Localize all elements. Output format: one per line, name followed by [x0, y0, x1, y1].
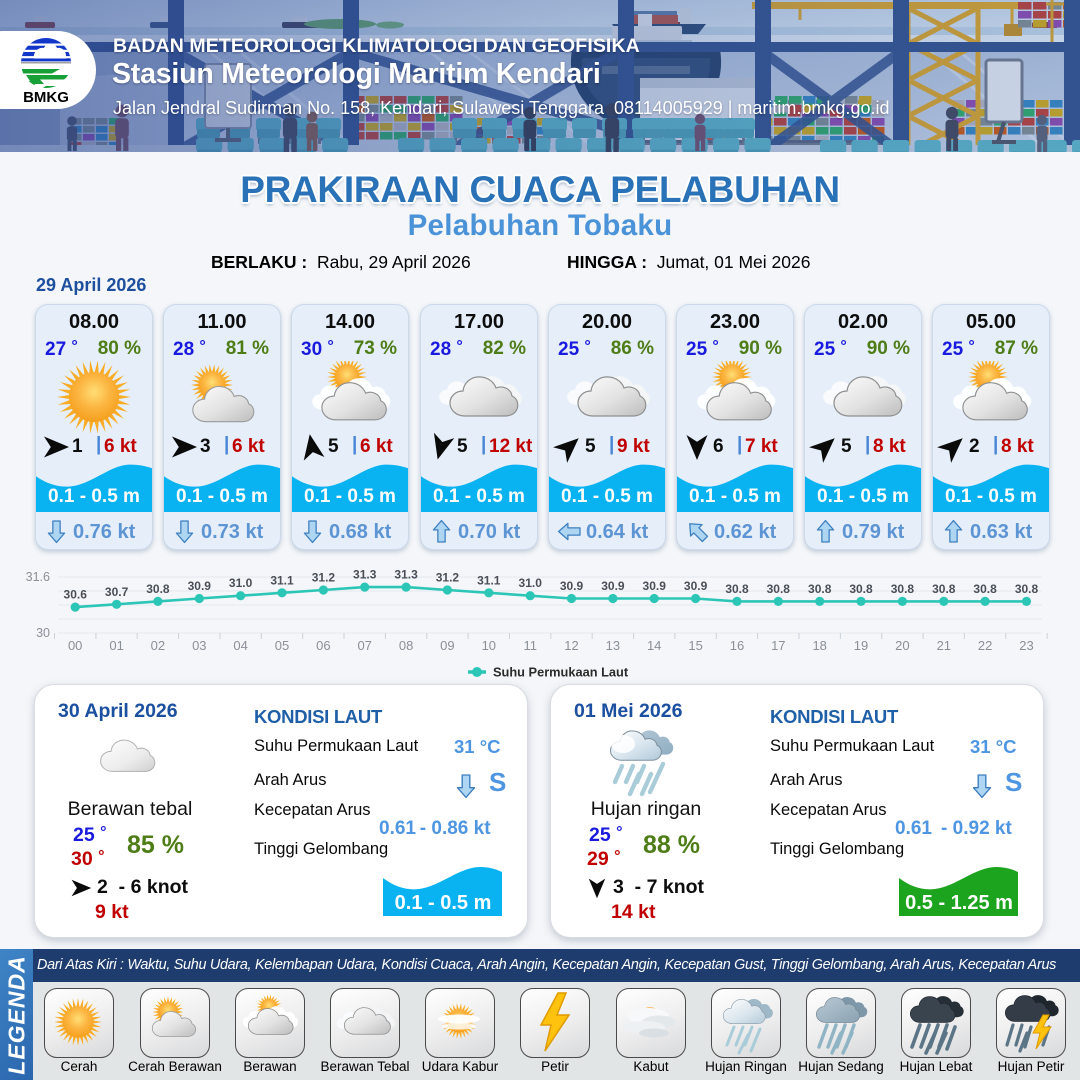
svg-text:31.3: 31.3: [353, 568, 377, 582]
svg-text:BMKG: BMKG: [23, 89, 69, 104]
svg-text:30.8: 30.8: [767, 582, 791, 596]
svg-text:30.8: 30.8: [725, 582, 749, 596]
svg-text:10: 10: [482, 638, 496, 653]
svg-text:03: 03: [192, 638, 206, 653]
svg-text:31.2: 31.2: [436, 571, 460, 585]
svg-text:31.1: 31.1: [477, 573, 501, 587]
svg-text:30.8: 30.8: [973, 582, 997, 596]
svg-text:01: 01: [109, 638, 123, 653]
svg-text:30.9: 30.9: [188, 579, 212, 593]
svg-text:30.6: 30.6: [64, 588, 88, 602]
svg-text:09: 09: [440, 638, 454, 653]
svg-text:18: 18: [812, 638, 826, 653]
svg-text:08: 08: [399, 638, 413, 653]
svg-text:30.8: 30.8: [1015, 582, 1039, 596]
svg-text:31.1: 31.1: [270, 573, 294, 587]
svg-text:30.9: 30.9: [643, 579, 667, 593]
svg-text:23: 23: [1019, 638, 1033, 653]
svg-text:30.8: 30.8: [849, 582, 873, 596]
svg-text:07: 07: [357, 638, 371, 653]
svg-text:30.9: 30.9: [601, 579, 625, 593]
svg-text:22: 22: [978, 638, 992, 653]
svg-text:30.8: 30.8: [808, 582, 832, 596]
svg-text:31.2: 31.2: [312, 571, 336, 585]
svg-text:12: 12: [564, 638, 578, 653]
svg-text:31.3: 31.3: [394, 568, 418, 582]
svg-text:31.0: 31.0: [229, 576, 253, 590]
svg-text:30.8: 30.8: [891, 582, 915, 596]
svg-text:05: 05: [275, 638, 289, 653]
svg-text:19: 19: [854, 638, 868, 653]
svg-text:30.8: 30.8: [932, 582, 956, 596]
svg-text:02: 02: [151, 638, 165, 653]
svg-text:04: 04: [233, 638, 247, 653]
svg-text:20: 20: [895, 638, 909, 653]
svg-text:31.0: 31.0: [519, 576, 543, 590]
svg-text:14: 14: [647, 638, 661, 653]
svg-text:30.9: 30.9: [684, 579, 708, 593]
svg-text:13: 13: [606, 638, 620, 653]
svg-text:Suhu Permukaan Laut: Suhu Permukaan Laut: [493, 665, 629, 680]
svg-text:17: 17: [771, 638, 785, 653]
svg-text:00: 00: [68, 638, 82, 653]
svg-text:06: 06: [316, 638, 330, 653]
svg-text:16: 16: [730, 638, 744, 653]
svg-text:31.6: 31.6: [26, 570, 50, 584]
svg-text:11: 11: [523, 638, 537, 653]
svg-text:30: 30: [36, 626, 50, 640]
svg-text:30.7: 30.7: [105, 585, 129, 599]
svg-text:15: 15: [688, 638, 702, 653]
svg-text:30.9: 30.9: [560, 579, 584, 593]
svg-text:30.8: 30.8: [146, 582, 170, 596]
svg-text:21: 21: [937, 638, 951, 653]
